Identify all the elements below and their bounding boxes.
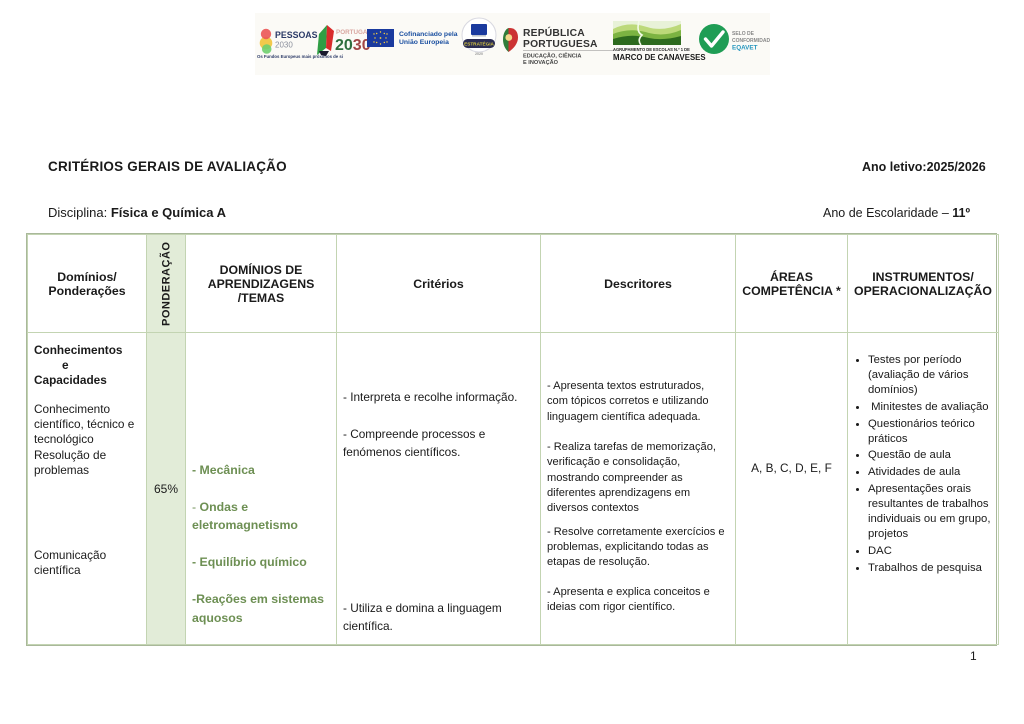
svg-text:E INOVAÇÃO: E INOVAÇÃO bbox=[523, 59, 559, 66]
svg-text:REPÚBLICA: REPÚBLICA bbox=[523, 26, 585, 39]
svg-text:EDUCAÇÃO, CIÊNCIA: EDUCAÇÃO, CIÊNCIA bbox=[523, 52, 581, 60]
svg-text:SELO DE: SELO DE bbox=[732, 31, 755, 37]
svg-text:EQAVET: EQAVET bbox=[732, 45, 758, 52]
svg-text:PORTUGUESA: PORTUGUESA bbox=[523, 39, 598, 50]
svg-text:PORTUGAL: PORTUGAL bbox=[336, 29, 371, 36]
svg-text:AGRUPAMENTO DE ESCOLAS N.º 1 D: AGRUPAMENTO DE ESCOLAS N.º 1 DE bbox=[613, 47, 690, 52]
svg-text:2020: 2020 bbox=[475, 52, 483, 56]
svg-text:CONFORMIDADE: CONFORMIDADE bbox=[732, 38, 770, 44]
svg-text:União Europeia: União Europeia bbox=[399, 39, 449, 46]
svg-text:2030: 2030 bbox=[275, 41, 293, 50]
svg-text:Cofinanciado pela: Cofinanciado pela bbox=[399, 31, 458, 38]
svg-text:MARCO DE CANAVESES: MARCO DE CANAVESES bbox=[613, 53, 706, 62]
svg-text:2030: 2030 bbox=[335, 37, 371, 54]
svg-text:Os Fundos Europeus mais próxim: Os Fundos Europeus mais próximos de si bbox=[257, 54, 343, 59]
svg-text:ESTRATÉGIA: ESTRATÉGIA bbox=[464, 39, 494, 46]
svg-text:PESSOAS: PESSOAS bbox=[275, 30, 318, 40]
